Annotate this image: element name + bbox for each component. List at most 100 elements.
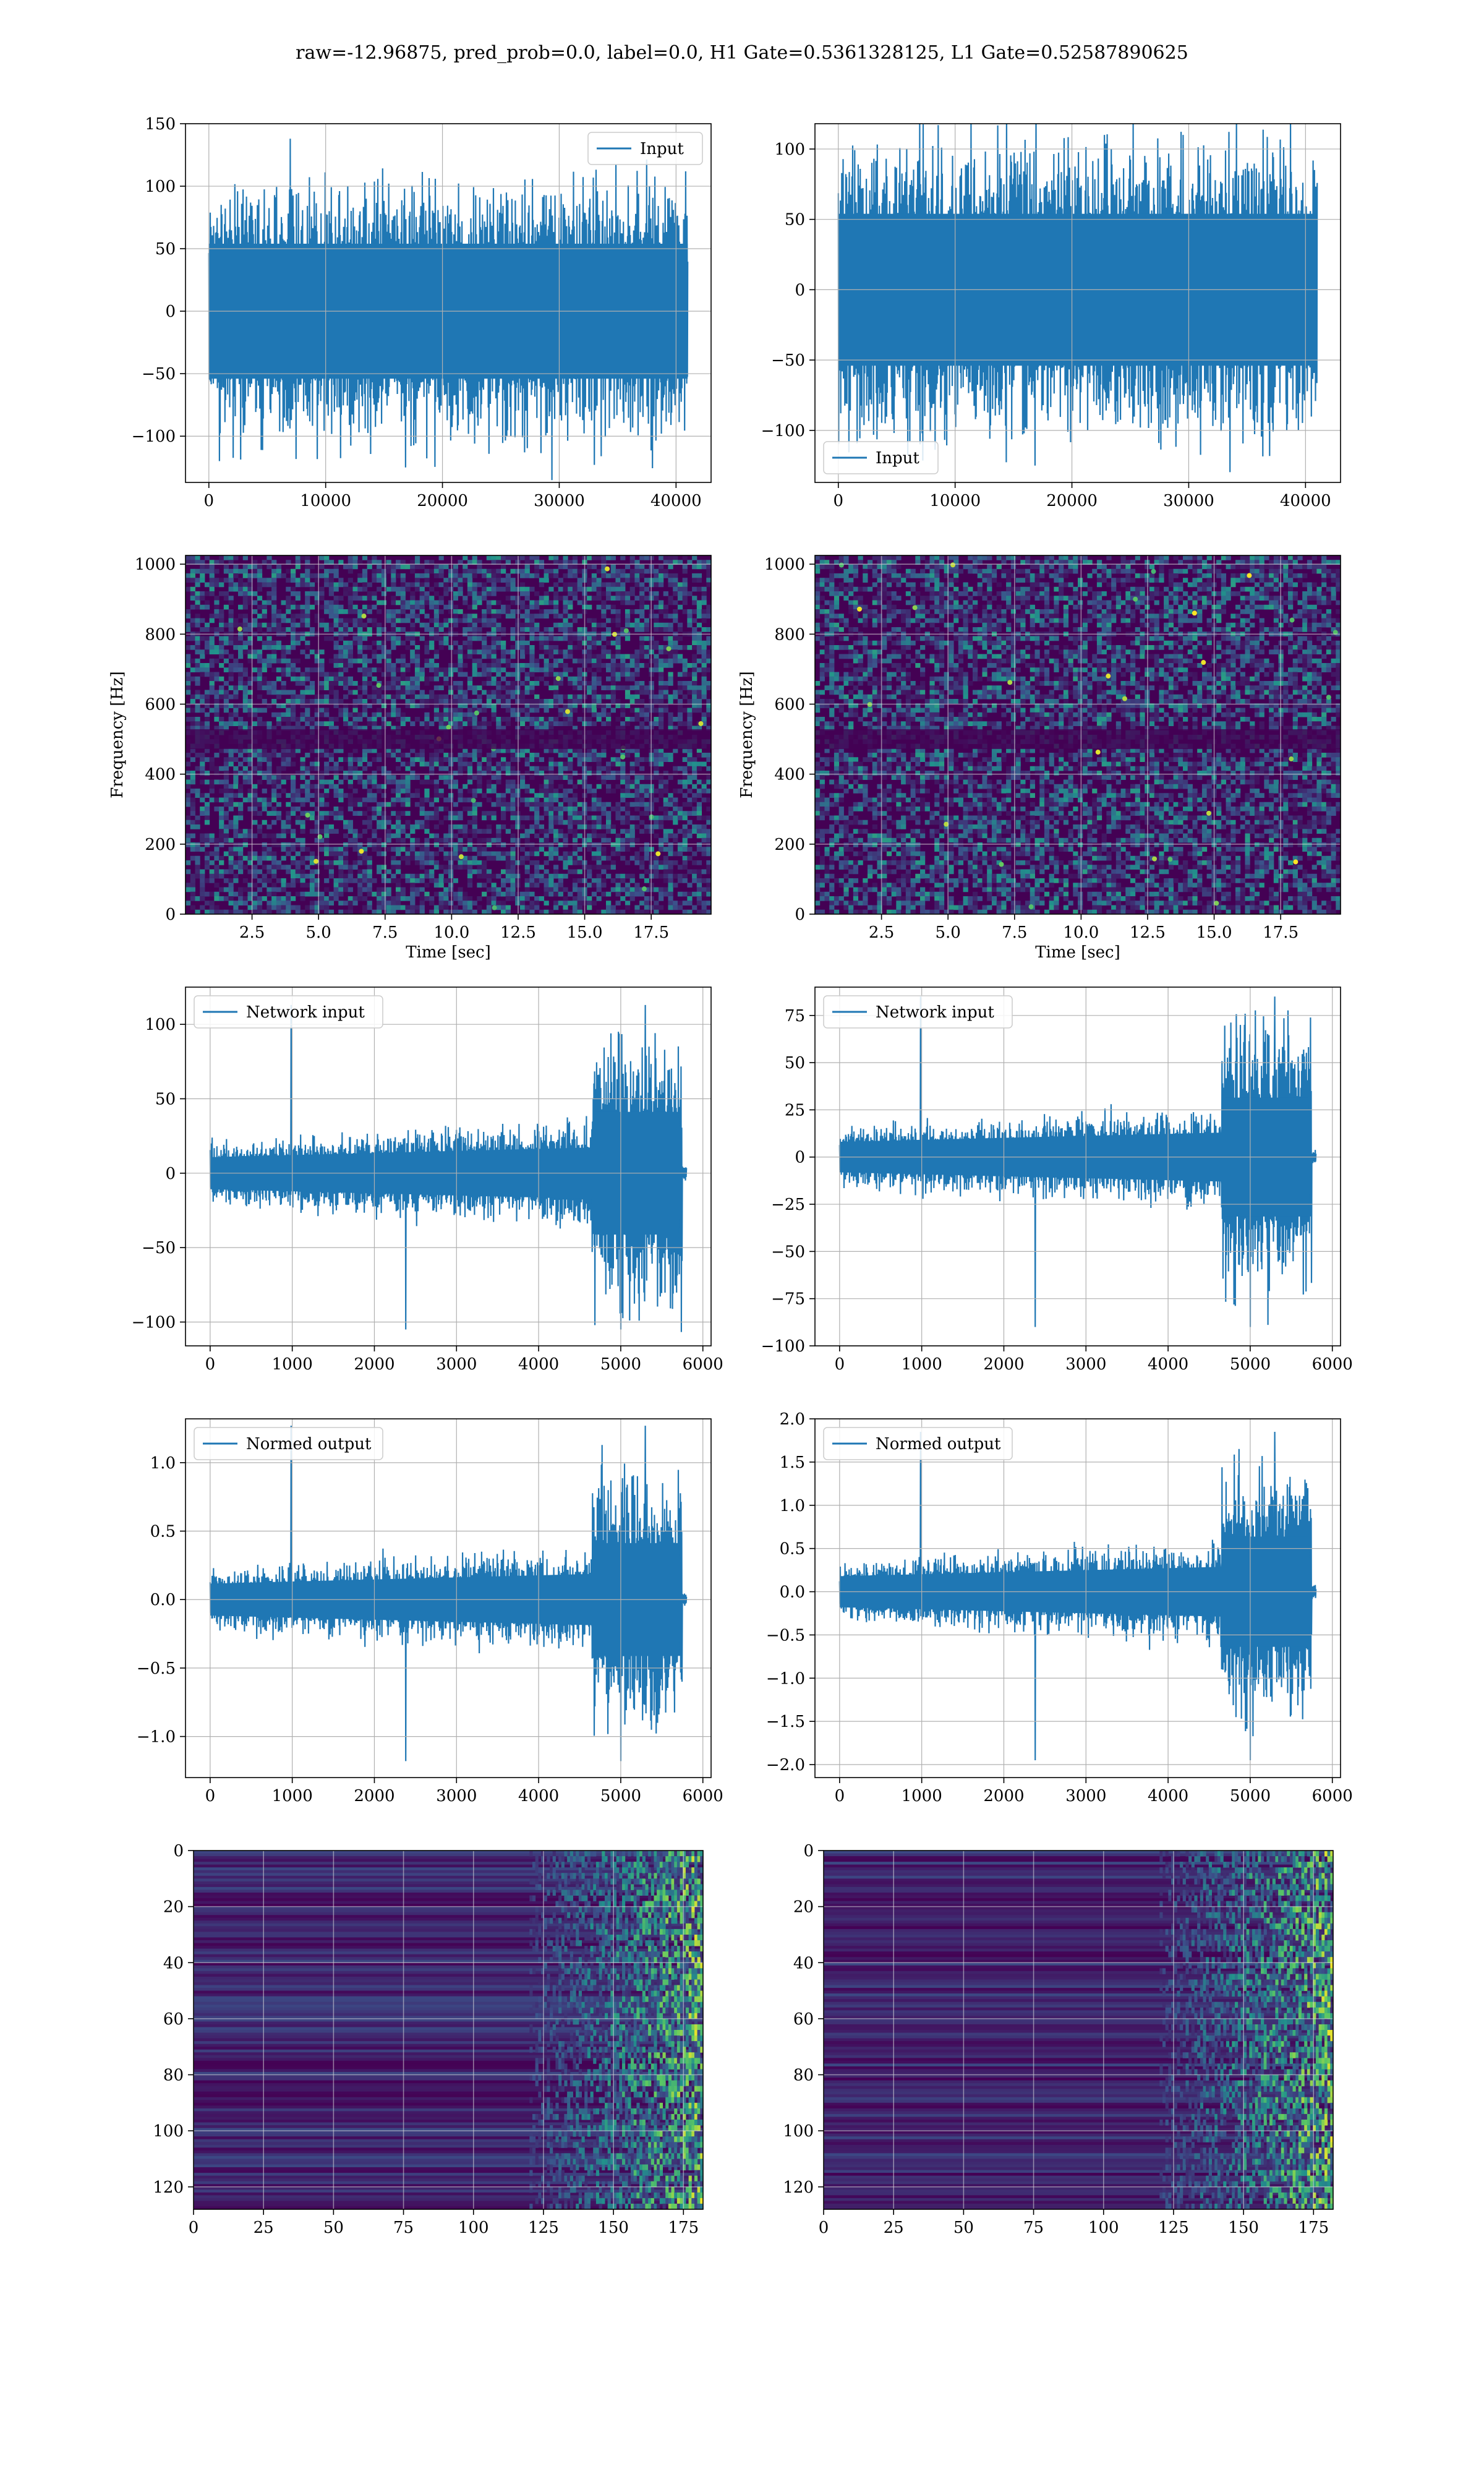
heatmap-cell — [606, 824, 612, 829]
heatmap-cell — [367, 761, 372, 767]
heatmap-cell — [267, 681, 272, 686]
heatmap-cell — [305, 797, 310, 803]
heatmap-cell — [186, 681, 191, 686]
heatmap-cell — [433, 573, 440, 578]
heatmap-cell — [577, 636, 582, 641]
heatmap-cell — [419, 807, 425, 811]
heatmap-cell — [548, 672, 554, 677]
heatmap-cell — [496, 555, 501, 560]
heatmap-cell — [357, 878, 363, 883]
heatmap-cell — [558, 712, 563, 717]
heatmap-cell — [615, 837, 621, 843]
heatmap-cell — [501, 717, 506, 722]
heatmap-cell — [668, 717, 673, 722]
heatmap-cell — [496, 681, 501, 686]
heatmap-cell — [448, 618, 454, 623]
heatmap-cell — [190, 807, 195, 811]
heatmap-cell — [477, 649, 482, 654]
heatmap-cell — [247, 829, 253, 834]
heatmap-cell — [572, 726, 578, 731]
heatmap-cell — [305, 564, 310, 570]
heatmap-cell — [491, 640, 497, 646]
heatmap-cell — [568, 699, 573, 704]
heatmap-cell — [238, 663, 244, 668]
heatmap-cell — [377, 564, 382, 570]
heatmap-cell — [610, 887, 616, 892]
heatmap-cell — [606, 802, 612, 807]
heatmap-cell — [587, 618, 592, 623]
heatmap-cell — [372, 909, 377, 914]
heatmap-cell — [257, 797, 263, 803]
heatmap-cell — [214, 672, 220, 677]
heatmap-cell — [429, 766, 435, 771]
heatmap-cell — [491, 873, 497, 879]
heatmap-cell — [271, 896, 277, 901]
heatmap-cell — [391, 645, 396, 650]
heatmap-cell — [190, 596, 195, 601]
heatmap-cell — [558, 614, 563, 618]
heatmap-cell — [209, 766, 215, 771]
heatmap-cell — [314, 578, 320, 583]
heatmap-cell — [219, 869, 224, 875]
heatmap-cell — [314, 761, 320, 767]
heatmap-cell — [238, 591, 244, 596]
heatmap-cell — [467, 847, 473, 852]
heatmap-cell — [654, 757, 659, 762]
heatmap-cell — [238, 726, 244, 731]
heatmap-cell — [362, 699, 368, 704]
heatmap-cell — [314, 797, 320, 803]
heatmap-cell — [267, 690, 272, 695]
heatmap-cell — [305, 582, 310, 588]
heatmap-cell — [352, 837, 358, 843]
heatmap-cell — [568, 708, 573, 713]
heatmap-cell — [577, 685, 582, 690]
heatmap-cell — [405, 860, 411, 865]
heatmap-cell — [257, 753, 263, 758]
heatmap-cell — [262, 789, 267, 794]
heatmap-cell — [482, 847, 487, 852]
heatmap-cell — [186, 717, 191, 722]
heatmap-cell — [629, 855, 635, 861]
heatmap-cell — [572, 591, 578, 596]
heatmap-cell — [343, 654, 349, 659]
heatmap-cell — [276, 775, 282, 780]
heatmap-cell — [654, 568, 659, 574]
heatmap-cell — [281, 667, 286, 672]
heatmap-cell — [505, 784, 511, 789]
heatmap-cell — [314, 658, 320, 664]
heatmap-cell — [367, 703, 372, 708]
heatmap-cell — [433, 797, 440, 803]
heatmap-cell — [615, 676, 621, 682]
heatmap-cell — [247, 622, 253, 628]
heatmap-cell — [223, 909, 229, 914]
heatmap-cell — [377, 753, 382, 758]
heatmap-cell — [372, 748, 377, 753]
heatmap-cell — [606, 905, 612, 910]
heatmap-cell — [214, 855, 220, 861]
heatmap-cell — [524, 802, 530, 807]
heatmap-cell — [228, 807, 234, 811]
heatmap-cell — [482, 721, 487, 726]
heatmap-cell — [252, 833, 258, 839]
heatmap-cell — [386, 667, 391, 672]
heatmap-cell — [505, 582, 511, 588]
heatmap-cell — [324, 748, 330, 753]
heatmap-cell — [438, 609, 444, 614]
heatmap-cell — [634, 582, 640, 588]
heatmap-cell — [271, 560, 277, 565]
heatmap-cell — [544, 614, 549, 618]
heatmap-cell — [328, 560, 335, 565]
heatmap-cell — [496, 797, 501, 803]
heatmap-cell — [223, 815, 229, 821]
heatmap-cell — [634, 658, 640, 664]
heatmap-cell — [377, 573, 382, 578]
heatmap-cell — [419, 820, 425, 825]
heatmap-cell — [524, 640, 530, 646]
heatmap-cell — [309, 811, 315, 816]
heatmap-cell — [314, 654, 320, 659]
heatmap-cell — [400, 829, 406, 834]
heatmap-cell — [433, 878, 440, 883]
heatmap-cell — [644, 717, 650, 722]
heatmap-cell — [534, 604, 540, 610]
heatmap-cell — [663, 604, 668, 610]
